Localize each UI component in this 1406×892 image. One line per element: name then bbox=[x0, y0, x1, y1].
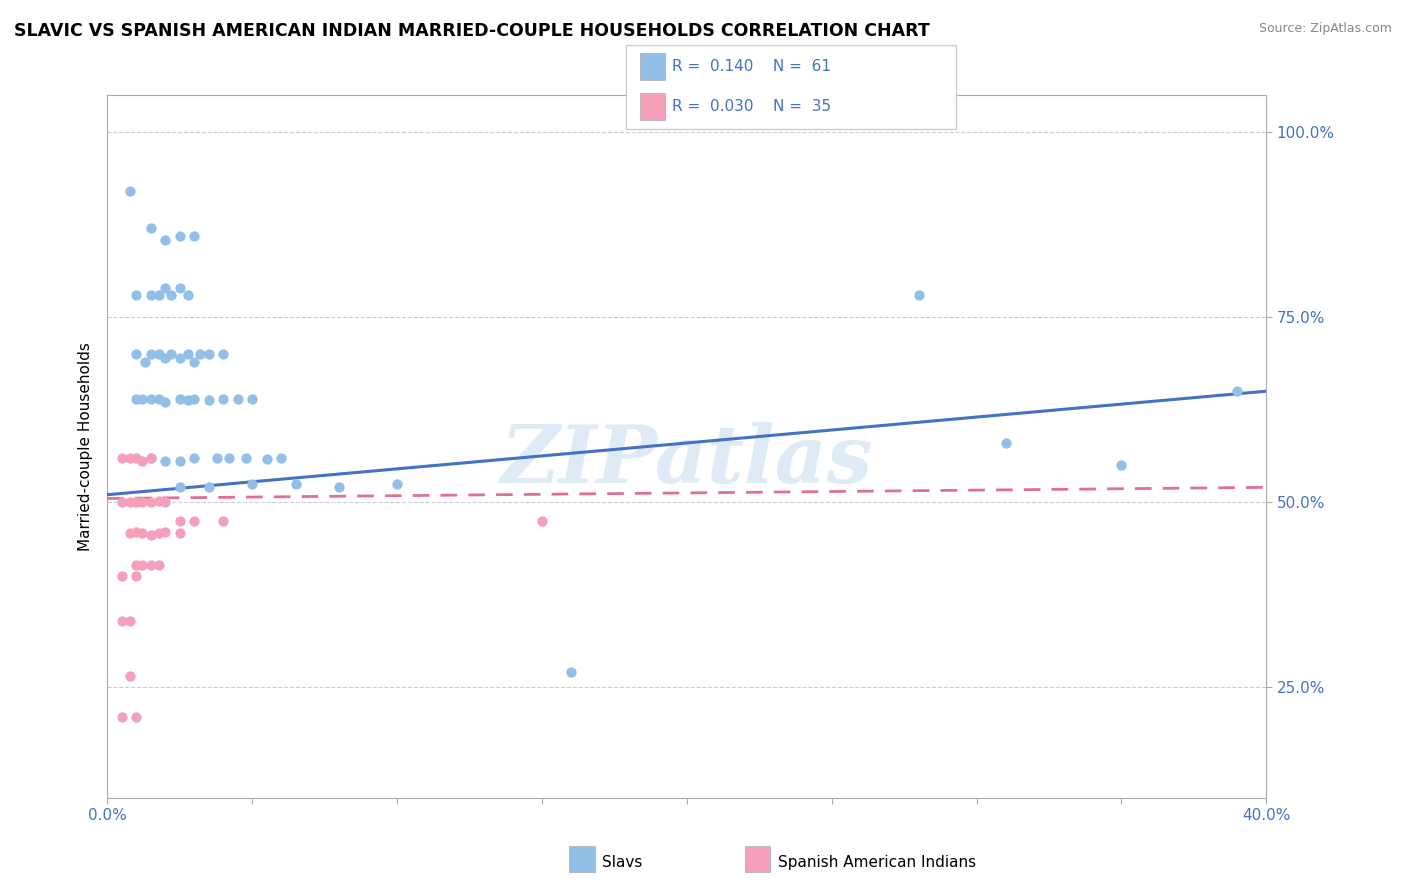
Point bbox=[177, 393, 200, 408]
Point bbox=[125, 569, 148, 583]
Point bbox=[240, 476, 263, 491]
Point bbox=[153, 454, 176, 468]
Point bbox=[169, 454, 191, 468]
Y-axis label: Married-couple Households: Married-couple Households bbox=[79, 343, 93, 551]
Point bbox=[120, 614, 142, 628]
Point bbox=[256, 452, 278, 467]
Point bbox=[907, 288, 929, 302]
Point bbox=[177, 347, 200, 361]
Point bbox=[148, 558, 170, 572]
Point bbox=[212, 514, 235, 528]
Text: Source: ZipAtlas.com: Source: ZipAtlas.com bbox=[1258, 22, 1392, 36]
Point bbox=[183, 514, 205, 528]
Point bbox=[183, 392, 205, 406]
Point bbox=[153, 280, 176, 294]
Point bbox=[148, 288, 170, 302]
Point bbox=[207, 450, 229, 465]
Point bbox=[153, 395, 176, 409]
Point bbox=[153, 524, 176, 539]
Point bbox=[111, 709, 134, 723]
Point bbox=[226, 392, 249, 406]
Point bbox=[125, 288, 148, 302]
Point bbox=[148, 392, 170, 406]
Point bbox=[131, 526, 153, 541]
Point bbox=[385, 476, 408, 491]
Point bbox=[120, 526, 142, 541]
Point bbox=[240, 392, 263, 406]
Point bbox=[160, 347, 183, 361]
Point bbox=[197, 480, 219, 494]
Point bbox=[120, 669, 142, 683]
Point bbox=[183, 354, 205, 368]
Text: Slavs: Slavs bbox=[602, 855, 643, 870]
Point bbox=[160, 288, 183, 302]
Point bbox=[212, 347, 235, 361]
Point bbox=[125, 558, 148, 572]
Point bbox=[197, 393, 219, 408]
Text: ZIPatlas: ZIPatlas bbox=[501, 422, 873, 500]
Text: Spanish American Indians: Spanish American Indians bbox=[778, 855, 976, 870]
Point bbox=[218, 450, 240, 465]
Point bbox=[120, 450, 142, 465]
Point bbox=[139, 528, 162, 542]
Point bbox=[139, 288, 162, 302]
Point bbox=[111, 450, 134, 465]
Point bbox=[125, 524, 148, 539]
Point bbox=[560, 665, 582, 680]
Point bbox=[183, 228, 205, 243]
Point bbox=[994, 436, 1017, 450]
Point bbox=[169, 228, 191, 243]
Point bbox=[139, 392, 162, 406]
Point bbox=[235, 450, 257, 465]
Point bbox=[153, 351, 176, 365]
Point bbox=[169, 392, 191, 406]
Text: R =  0.140    N =  61: R = 0.140 N = 61 bbox=[672, 59, 831, 74]
Point bbox=[131, 558, 153, 572]
Point bbox=[148, 347, 170, 361]
Text: R =  0.030    N =  35: R = 0.030 N = 35 bbox=[672, 99, 831, 114]
Point bbox=[120, 495, 142, 509]
Point bbox=[111, 614, 134, 628]
Point bbox=[125, 495, 148, 509]
Point bbox=[125, 392, 148, 406]
Point bbox=[530, 514, 553, 528]
Point bbox=[111, 569, 134, 583]
Point bbox=[125, 347, 148, 361]
Text: SLAVIC VS SPANISH AMERICAN INDIAN MARRIED-COUPLE HOUSEHOLDS CORRELATION CHART: SLAVIC VS SPANISH AMERICAN INDIAN MARRIE… bbox=[14, 22, 929, 40]
Point bbox=[169, 351, 191, 365]
Point bbox=[328, 480, 350, 494]
Point bbox=[139, 450, 162, 465]
Point bbox=[139, 347, 162, 361]
Point bbox=[169, 280, 191, 294]
Point bbox=[169, 480, 191, 494]
Point bbox=[284, 476, 307, 491]
Point bbox=[125, 709, 148, 723]
Point bbox=[120, 185, 142, 199]
Point bbox=[139, 221, 162, 235]
Point bbox=[134, 354, 156, 368]
Point bbox=[148, 493, 170, 508]
Point bbox=[177, 288, 200, 302]
Point bbox=[139, 450, 162, 465]
Point bbox=[270, 450, 292, 465]
Point bbox=[153, 495, 176, 509]
Point bbox=[125, 450, 148, 465]
Point bbox=[212, 392, 235, 406]
Point bbox=[1226, 384, 1249, 399]
Point bbox=[111, 495, 134, 509]
Point bbox=[139, 558, 162, 572]
Point bbox=[153, 233, 176, 247]
Point bbox=[197, 347, 219, 361]
Point bbox=[131, 454, 153, 468]
Point bbox=[169, 514, 191, 528]
Point bbox=[1111, 458, 1133, 472]
Point bbox=[148, 526, 170, 541]
Point bbox=[169, 526, 191, 541]
Point bbox=[183, 450, 205, 465]
Point bbox=[131, 495, 153, 509]
Point bbox=[188, 347, 211, 361]
Point bbox=[131, 392, 153, 406]
Point bbox=[139, 495, 162, 509]
